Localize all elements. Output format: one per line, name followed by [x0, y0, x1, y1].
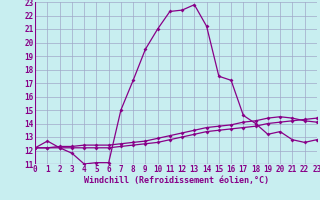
X-axis label: Windchill (Refroidissement éolien,°C): Windchill (Refroidissement éolien,°C) — [84, 176, 268, 185]
